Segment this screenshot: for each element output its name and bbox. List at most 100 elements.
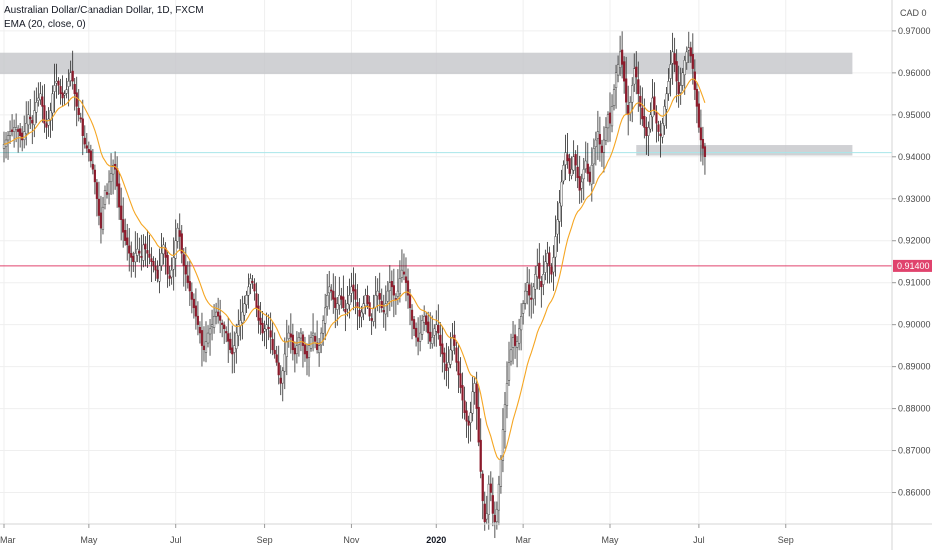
- candle-body: [162, 244, 165, 255]
- candle-body: [564, 152, 567, 165]
- candle-body: [540, 281, 543, 288]
- candle-body: [489, 483, 492, 493]
- candle-body: [71, 70, 74, 82]
- candle-body: [675, 61, 678, 82]
- y-tick-label: 0.91000: [898, 278, 931, 288]
- candle-body: [93, 169, 96, 183]
- candle-body: [594, 139, 597, 148]
- candle-body: [497, 483, 500, 511]
- candle-body: [170, 269, 173, 278]
- candle-body: [542, 274, 545, 285]
- candle-body: [532, 286, 535, 300]
- candle-body: [570, 169, 573, 176]
- candle-body: [475, 383, 478, 409]
- candle-body: [237, 324, 240, 337]
- candle-body: [485, 513, 488, 520]
- x-tick-label: Jul: [170, 535, 182, 545]
- candle-body: [150, 258, 153, 262]
- candle-body: [427, 321, 430, 334]
- candle-body: [685, 51, 688, 63]
- candle-body: [283, 353, 286, 372]
- candle-body: [134, 253, 137, 263]
- candle-body: [358, 310, 361, 317]
- candle-body: [465, 410, 468, 422]
- candle-body: [421, 320, 424, 335]
- candle-body: [259, 317, 262, 325]
- candle-body: [318, 345, 321, 354]
- candle-body: [703, 146, 707, 157]
- candle-body: [180, 233, 183, 254]
- candle-body: [604, 127, 608, 141]
- candle-body: [386, 290, 389, 302]
- candle-body: [667, 81, 670, 94]
- candle-body: [560, 181, 563, 207]
- candle-body: [614, 72, 618, 88]
- candle-body: [695, 88, 698, 107]
- candle-body: [212, 316, 216, 328]
- candle-body: [91, 163, 94, 170]
- candle-body: [368, 302, 371, 317]
- candle-body: [558, 202, 561, 222]
- candle-body: [566, 154, 569, 162]
- candle-body: [552, 257, 555, 273]
- price-scale-currency: CAD 0: [900, 8, 927, 18]
- y-tick-label: 0.88000: [898, 404, 931, 414]
- candle-body: [231, 347, 234, 355]
- candle-body: [425, 315, 428, 325]
- candle-body: [469, 412, 472, 423]
- candle-body: [313, 335, 317, 342]
- candle-body: [590, 164, 593, 185]
- candle-body: [631, 85, 634, 103]
- candle-body: [53, 85, 56, 92]
- candle-body: [225, 331, 228, 334]
- candle-body: [548, 252, 551, 267]
- candle-body: [576, 166, 579, 178]
- candle-body: [683, 60, 686, 76]
- candle-body: [235, 332, 238, 349]
- candle-body: [344, 308, 347, 313]
- x-tick-label: Sep: [257, 535, 273, 545]
- candle-body: [12, 127, 16, 132]
- candle-body: [176, 227, 179, 242]
- candle-body: [691, 54, 694, 69]
- candle-body: [303, 344, 307, 355]
- candle-body: [210, 324, 214, 328]
- symbol-title[interactable]: Australian Dollar/Canadian Dollar, 1D, F…: [4, 5, 204, 16]
- candle-body: [128, 245, 131, 254]
- candle-body: [178, 230, 181, 237]
- x-tick-label: Sep: [778, 535, 794, 545]
- x-tick-label: May: [601, 535, 619, 545]
- candle-body: [299, 332, 303, 339]
- candle-body: [206, 332, 210, 344]
- candle-body: [402, 271, 406, 275]
- candle-body: [499, 458, 503, 487]
- candle-body: [59, 86, 62, 95]
- indicator-label[interactable]: EMA (20, close, 0): [4, 19, 86, 30]
- candle-body: [322, 320, 325, 334]
- candle-body: [473, 383, 476, 393]
- candle-body: [19, 128, 22, 137]
- candle-body: [97, 198, 101, 216]
- candle-body: [584, 160, 587, 170]
- candle-body: [47, 118, 50, 126]
- y-tick-label: 0.87000: [898, 446, 931, 456]
- candle-body: [63, 93, 66, 96]
- grid: [0, 0, 892, 524]
- candle-body: [536, 265, 539, 277]
- candle-body: [31, 119, 34, 124]
- x-tick-label: Mar: [515, 535, 531, 545]
- candle-body: [513, 334, 517, 346]
- candle-body: [192, 298, 195, 309]
- candle-body: [602, 139, 606, 153]
- candle-body: [6, 135, 10, 141]
- candle-body: [528, 284, 531, 296]
- candle-body: [556, 219, 559, 235]
- candle-body: [501, 429, 505, 461]
- candle-body: [457, 361, 460, 376]
- candle-body: [515, 341, 519, 348]
- candle-body: [55, 81, 58, 84]
- y-tick-label: 0.89000: [898, 362, 931, 372]
- candle-body: [366, 295, 369, 304]
- candle-body: [414, 327, 418, 338]
